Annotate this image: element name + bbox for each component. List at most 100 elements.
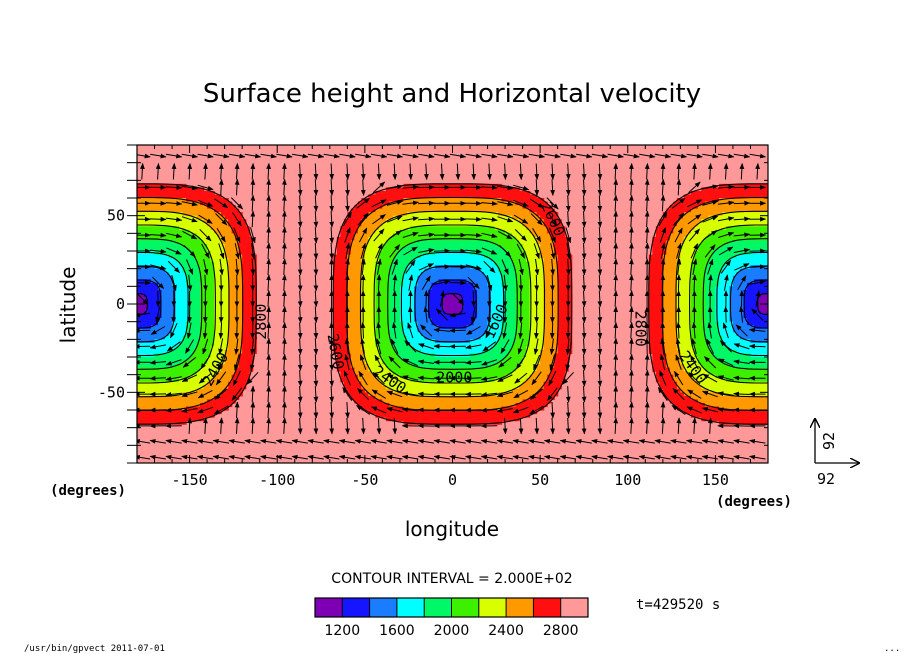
height-cell [336,364,341,369]
height-cell [231,385,236,390]
height-cell [452,364,457,369]
height-cell [364,314,369,319]
height-cell [172,243,177,249]
height-cell [186,339,191,344]
height-cell [403,258,408,263]
height-cell [480,364,485,369]
height-cell [161,258,166,263]
height-cell [158,395,163,400]
height-cell [364,321,369,326]
height-cell [165,364,170,369]
height-cell [463,342,468,347]
height-cell [147,300,152,305]
height-cell [210,307,215,312]
height-cell [382,314,387,319]
height-cell [441,357,447,362]
height-cell [336,318,341,323]
height-cell [420,254,426,259]
height-cell [389,307,394,312]
height-cell [340,367,345,372]
height-cell [396,328,401,333]
height-cell [480,219,485,224]
height-cell [238,357,243,362]
height-cell [343,222,348,227]
height-cell [448,296,454,302]
height-cell [466,282,471,287]
height-cell [193,272,198,277]
height-cell [392,243,398,249]
height-cell [431,417,436,422]
height-cell [473,243,478,249]
height-cell [147,346,152,351]
height-cell [452,279,457,284]
height-cell [427,282,433,287]
height-cell [487,385,492,390]
height-cell [382,332,387,337]
height-cell [361,399,366,404]
height-cell [357,311,362,316]
height-cell [417,388,422,393]
height-cell [193,332,198,337]
height-cell [385,367,390,372]
height-cell [224,272,229,277]
height-cell [452,247,457,252]
height-cell [165,349,170,355]
height-cell [357,289,362,294]
height-cell [347,219,352,224]
height-cell [473,198,478,203]
height-cell [203,381,208,386]
height-cell [480,272,485,277]
height-cell [487,399,492,404]
height-cell [396,304,401,309]
height-cell [368,388,373,393]
height-cell [431,282,436,287]
height-cell [175,198,180,203]
height-cell [473,335,478,340]
height-cell [452,286,457,291]
height-cell [137,279,142,284]
height-cell [207,360,212,365]
height-cell [354,279,359,284]
height-cell [389,314,394,319]
height-cell [368,293,373,298]
height-cell [207,279,212,284]
height-cell [168,282,173,287]
height-cell [410,325,415,330]
height-cell [217,219,222,224]
height-cell [231,265,236,270]
height-cell [491,342,496,347]
height-cell [441,272,447,277]
height-cell [484,265,489,270]
height-cell [336,335,341,340]
height-cell [161,402,166,408]
height-cell [438,349,443,355]
height-cell [168,272,173,277]
height-cell [144,314,149,319]
height-cell [441,279,447,284]
height-cell [333,300,338,305]
height-cell [491,335,496,340]
height-cell [477,402,482,408]
height-cell [399,395,405,400]
height-cell [480,335,485,340]
height-cell [473,402,478,408]
height-cell [175,243,180,249]
height-cell [151,183,156,188]
height-cell [487,395,492,400]
height-cell [158,215,163,220]
height-cell [228,282,233,287]
height-cell [452,187,457,192]
height-cell [165,236,170,241]
height-cell [403,371,408,376]
height-cell [203,395,208,400]
height-cell [354,399,359,404]
height-cell [217,296,222,302]
height-cell [378,307,383,312]
height-cell [333,311,338,316]
height-cell [224,282,229,287]
height-cell [214,226,219,231]
height-cell [354,251,359,256]
height-cell [214,314,219,319]
height-cell [491,289,496,294]
height-cell [144,399,149,404]
